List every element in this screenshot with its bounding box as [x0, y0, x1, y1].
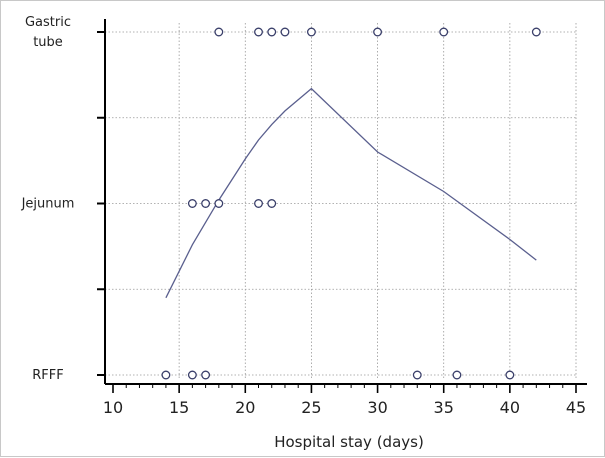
- x-tick-label: 20: [235, 398, 255, 417]
- x-tick-label: 30: [367, 398, 387, 417]
- data-point: [373, 27, 383, 37]
- x-tick-label: 45: [566, 398, 586, 417]
- data-point: [439, 27, 449, 37]
- data-point: [412, 370, 422, 380]
- data-point: [201, 370, 211, 380]
- data-point: [306, 27, 316, 37]
- fit-line-group: [165, 87, 537, 299]
- category-label: Gastric: [25, 15, 71, 30]
- x-tick-label: 10: [103, 398, 123, 417]
- axes: [97, 19, 587, 393]
- data-point: [280, 27, 290, 37]
- x-axis-title: Hospital stay (days): [274, 433, 424, 451]
- category-label: Jejunum: [21, 197, 75, 212]
- fit-line: [165, 87, 537, 299]
- points-group: [161, 27, 541, 380]
- data-point: [214, 199, 224, 208]
- data-point: [531, 27, 541, 37]
- data-point: [452, 370, 462, 380]
- data-point: [214, 27, 224, 37]
- x-tick-label: 40: [500, 398, 520, 417]
- data-point: [254, 27, 263, 37]
- x-tick-label: 35: [434, 398, 454, 417]
- x-tick-label: 15: [169, 398, 189, 417]
- category-label: RFFF: [32, 368, 63, 383]
- x-tick-label: 25: [301, 398, 321, 417]
- category-labels: RFFF Jejunum Gastric tube: [21, 15, 75, 383]
- category-label: tube: [33, 35, 63, 50]
- data-point: [267, 199, 277, 208]
- data-point: [187, 199, 197, 208]
- grid: [105, 23, 577, 380]
- data-point: [161, 370, 171, 380]
- data-point: [254, 199, 263, 208]
- data-point: [201, 199, 211, 208]
- data-point: [187, 370, 197, 380]
- data-point: [267, 27, 277, 37]
- data-point: [505, 370, 515, 380]
- x-tick-labels: 10 15 20 25 30 35 40 45: [103, 398, 586, 417]
